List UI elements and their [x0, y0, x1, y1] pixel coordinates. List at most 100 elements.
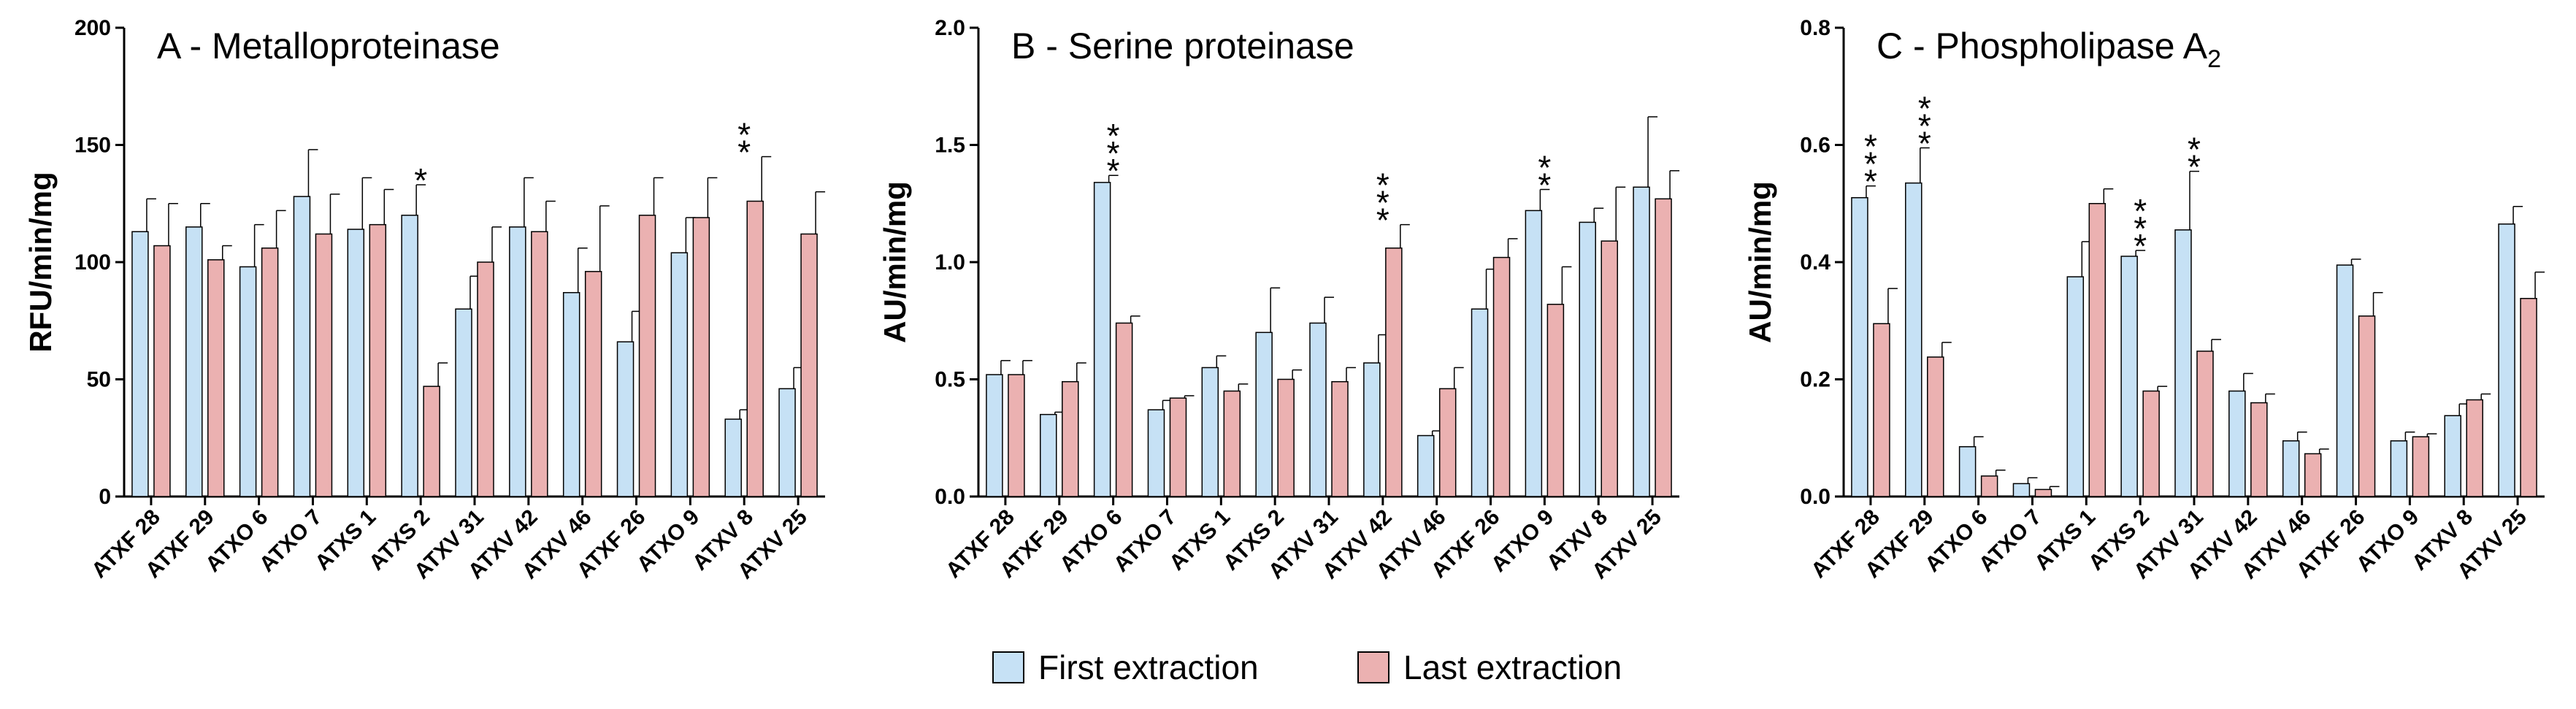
bar-first — [1417, 434, 1435, 497]
bar-first — [1471, 308, 1489, 497]
bar-first — [1147, 409, 1165, 497]
bar-first — [401, 215, 418, 497]
significance-mark: * — [1376, 166, 1389, 204]
significance-mark: * — [1864, 163, 1877, 201]
y-tick-label: 150 — [74, 134, 111, 158]
bar-last — [1873, 323, 1890, 497]
bar-first — [1255, 331, 1273, 497]
bar-first — [1525, 210, 1543, 497]
significance-mark: * — [737, 116, 751, 154]
bar-last — [2088, 203, 2107, 497]
bar-last — [1492, 256, 1511, 497]
significance-mark: * — [2188, 148, 2201, 186]
bar-first — [2120, 256, 2138, 497]
bar-last — [369, 223, 387, 497]
bar-first — [670, 252, 689, 497]
bar-last — [2142, 390, 2160, 497]
bar-last — [2412, 436, 2430, 497]
panel-title-subscript: 2 — [2207, 45, 2221, 73]
bar-first — [986, 374, 1003, 497]
y-tick-label: 0.5 — [935, 368, 965, 392]
y-tick-label: 0.2 — [1800, 368, 1831, 392]
significance-mark: * — [2134, 227, 2147, 265]
bar-first — [724, 418, 742, 497]
y-axis-title: RFU/min/mg — [23, 172, 58, 352]
bar-first — [1309, 322, 1327, 497]
bar-last — [1546, 304, 1565, 497]
bar-last — [531, 231, 548, 497]
panel-title: C - Phospholipase A2 — [1877, 26, 2221, 73]
y-tick-label: 0.8 — [1800, 16, 1831, 40]
y-tick-label: 0 — [99, 485, 111, 509]
bar-last — [2304, 453, 2322, 497]
significance-mark: * — [2188, 131, 2201, 169]
bar-first — [2390, 440, 2408, 497]
legend: First extraction Last extraction — [992, 648, 1622, 686]
y-tick-label: 1.0 — [935, 250, 965, 275]
bar-last — [261, 247, 279, 497]
y-axis-title: AU/min/mg — [1743, 181, 1777, 343]
bar-first — [2012, 483, 2031, 497]
significance-mark: * — [1538, 148, 1551, 186]
bar-last — [1223, 390, 1241, 497]
bar-last — [1980, 475, 1998, 497]
bar-last — [2466, 399, 2483, 497]
bar-first — [778, 388, 796, 497]
bar-last — [1062, 380, 1079, 497]
bar-first — [2066, 276, 2085, 497]
bar-first — [2498, 223, 2515, 497]
bar-first — [616, 341, 635, 497]
bar-last — [1169, 397, 1187, 497]
bar-first — [1093, 182, 1111, 497]
panel-title: A - Metalloproteinase — [157, 26, 500, 66]
significance-mark: * — [1918, 125, 1931, 163]
bar-first — [2444, 415, 2461, 497]
y-tick-label: 1.5 — [935, 134, 965, 158]
y-tick-label: 2.0 — [935, 16, 965, 40]
bar-last — [584, 271, 602, 497]
legend-swatch-last — [1357, 651, 1389, 683]
bar-first — [2228, 390, 2246, 497]
legend-label-last: Last extraction — [1403, 648, 1622, 686]
y-tick-label: 0.4 — [1800, 250, 1831, 275]
bar-first — [1958, 446, 1977, 497]
significance-mark: * — [1918, 90, 1931, 128]
bar-last — [638, 215, 656, 497]
bar-first — [455, 308, 472, 497]
significance-mark: * — [737, 134, 751, 172]
bar-last — [477, 261, 494, 497]
bar-first — [1851, 196, 1868, 497]
bar-last — [1385, 247, 1403, 497]
bar-first — [239, 266, 257, 497]
significance-mark: * — [414, 161, 427, 199]
bar-last — [800, 233, 818, 497]
bar-last — [1277, 378, 1295, 497]
bar-first — [509, 226, 526, 497]
bar-last — [1331, 380, 1349, 497]
chart-panel-3: 0.0 0.2 0.4 0.6 0.8 AU/min/mg C - Phospholipas… — [1743, 16, 2545, 583]
significance-mark: * — [1864, 145, 1877, 183]
y-tick-label: 0.6 — [1800, 134, 1831, 158]
bar-first — [347, 229, 365, 497]
significance-mark: * — [1376, 184, 1389, 222]
bar-first — [185, 226, 203, 497]
bar-first — [1040, 413, 1057, 497]
bar-first — [2174, 229, 2192, 497]
legend-label-first: First extraction — [1038, 648, 1259, 686]
bar-last — [2358, 315, 2376, 497]
significance-mark: * — [1538, 166, 1551, 204]
significance-mark: * — [1107, 152, 1120, 190]
bar-first — [1633, 186, 1650, 497]
bar-first — [1579, 221, 1596, 497]
bar-last — [423, 386, 440, 497]
chart-panel-1: 0 50 100 150 200 RFU/min/mg A - Metalloprotein… — [23, 16, 826, 583]
significance-mark: * — [2134, 210, 2147, 248]
bar-first — [293, 196, 311, 497]
legend-swatch-first — [992, 651, 1024, 683]
significance-mark: * — [1107, 134, 1120, 172]
y-tick-label: 200 — [74, 16, 111, 40]
bar-first — [562, 291, 580, 497]
bar-first — [1905, 182, 1923, 497]
bar-last — [692, 217, 710, 497]
